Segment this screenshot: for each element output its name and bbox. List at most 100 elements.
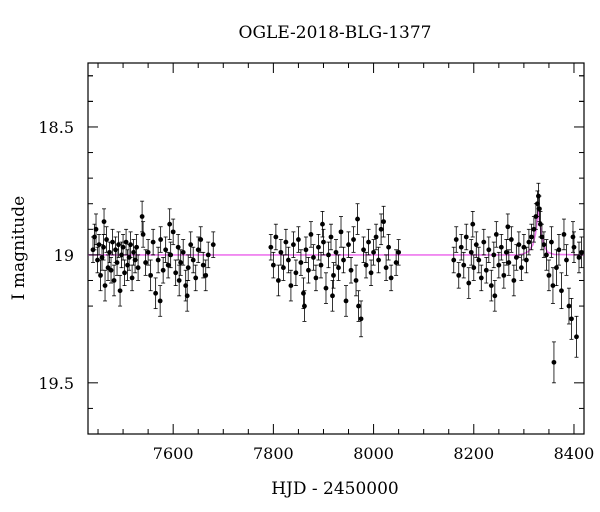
data-point [200,251,206,279]
data-point [283,228,289,256]
data-marker [145,249,151,255]
data-marker [336,265,341,271]
data-point [351,226,356,253]
data-point [478,264,484,292]
data-point [150,228,156,256]
data-point [358,300,364,338]
data-point [278,239,284,266]
data-marker [301,290,306,296]
data-point [117,274,123,307]
data-marker [551,359,557,365]
data-marker [108,267,114,273]
data-point [326,241,331,269]
data-point [355,203,360,235]
data-point [570,221,576,253]
data-marker [270,262,276,268]
data-marker [200,262,206,268]
data-marker [373,234,379,240]
data-marker [461,262,467,268]
data-marker [393,260,399,265]
data-marker [140,232,146,237]
data-point [492,280,498,312]
x-axis-label: HJD - 2450000 [271,479,399,499]
data-point [546,259,552,292]
data-point [346,231,351,258]
data-marker [556,247,562,253]
data-marker [331,272,336,278]
data-marker [302,303,307,309]
data-point [453,226,459,253]
data-marker [571,244,577,250]
data-marker [371,249,376,255]
data-marker [320,221,325,227]
data-point [160,257,166,284]
data-marker [195,247,201,253]
data-marker [158,237,164,242]
data-point [451,246,457,274]
data-marker [303,247,309,253]
data-marker [101,219,107,225]
data-point [526,228,532,256]
data-point [302,290,307,322]
x-tick-label: 8200 [453,444,494,463]
data-point [491,241,497,269]
model-curve-layer [88,208,585,256]
data-point [101,208,107,235]
data-marker [570,234,576,240]
y-axis-label: I magnitude [9,196,29,300]
data-point [180,239,186,266]
data-point [145,239,151,266]
data-point [574,315,579,358]
data-marker [306,267,311,273]
data-point [521,234,527,261]
data-point [122,259,127,287]
data-marker [521,244,527,250]
data-point [110,228,115,256]
y-tick-label: 19 [54,246,74,265]
x-tick-label: 8400 [554,444,595,463]
data-marker [546,272,552,278]
data-point [167,208,173,240]
data-point [203,259,209,292]
data-point [549,226,554,258]
data-point [134,234,139,261]
data-point [333,239,339,266]
data-point [498,234,504,261]
data-marker [268,244,274,250]
data-marker [366,239,371,245]
data-point [544,239,549,271]
data-point [458,234,464,261]
data-marker [93,226,99,232]
data-marker [513,255,519,260]
data-marker [323,285,329,291]
data-marker [518,265,524,271]
data-marker [167,221,173,227]
data-marker [528,234,534,240]
data-point [373,223,379,251]
data-marker [101,244,106,250]
data-point [566,287,572,325]
data-point [576,241,582,274]
data-marker [463,234,469,240]
data-point [473,231,479,258]
data-point [579,236,584,269]
data-point [569,297,574,340]
data-marker [170,229,176,235]
data-point [102,269,108,302]
data-point [98,259,103,292]
data-point [343,285,349,317]
data-point [108,257,114,284]
data-marker [318,262,324,268]
data-marker [488,283,494,288]
data-marker [110,239,115,245]
data-marker [148,272,154,278]
data-marker [176,278,182,283]
data-point [328,223,334,251]
data-marker [505,224,511,230]
data-marker [466,280,472,286]
plot-frame [87,62,585,435]
data-point [210,231,216,258]
model-curve [88,208,585,256]
data-marker [348,267,354,273]
